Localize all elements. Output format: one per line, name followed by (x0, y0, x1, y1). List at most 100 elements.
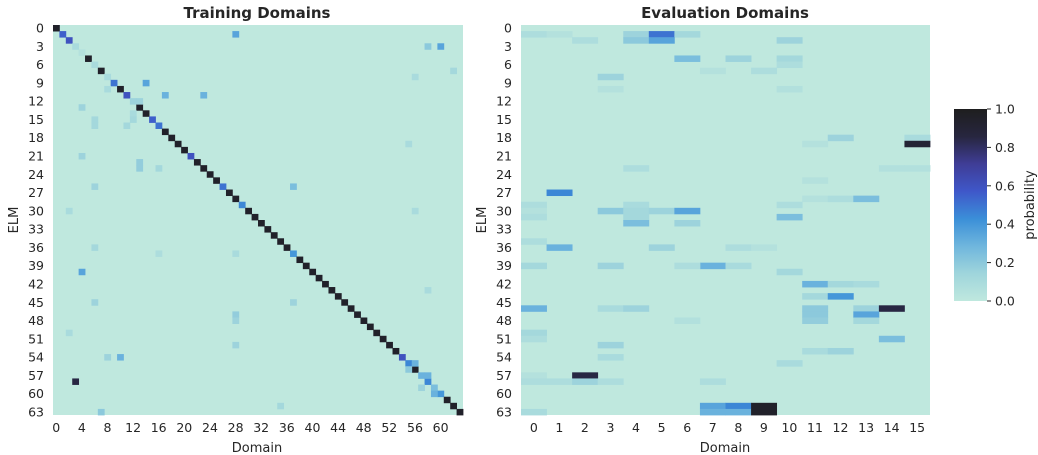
heatmap-cell (521, 335, 547, 343)
heatmap-cell (91, 61, 99, 69)
heatmap-cell (411, 366, 419, 373)
heatmap-cell (597, 85, 624, 93)
heatmap-cell (572, 372, 599, 379)
y-tick-label: 63 (496, 405, 512, 420)
heatmap-cell (411, 360, 419, 367)
heatmap-cell (181, 146, 188, 154)
x-tick-label: 15 (909, 420, 925, 435)
heatmap-cell (674, 207, 701, 215)
heatmap-cell (623, 207, 650, 215)
heatmap-cell (91, 116, 99, 123)
heatmap-cell (827, 293, 854, 300)
heatmap-cell (270, 232, 278, 239)
heatmap-cell (623, 31, 650, 38)
x-tick-label: 16 (151, 420, 167, 435)
colorbar-tick-label: 1.0 (995, 102, 1015, 117)
heatmap-cell (802, 305, 829, 312)
heatmap-cell (597, 207, 624, 215)
x-tick-label: 6 (683, 420, 691, 435)
y-tick-label: 18 (496, 130, 512, 145)
heatmap-cell (802, 177, 829, 184)
x-tick-label: 14 (884, 420, 900, 435)
heatmap-cell (136, 159, 144, 166)
x-tick-label: 8 (734, 420, 742, 435)
x-tick-label: 12 (833, 420, 849, 435)
heatmap-cell (725, 402, 752, 410)
heatmap-cell (187, 152, 195, 160)
heatmap-cell (878, 165, 905, 172)
heatmap-cell (200, 165, 208, 172)
heatmap-cell (78, 268, 86, 276)
heatmap-cell (334, 293, 342, 300)
heatmap-cell (405, 360, 413, 367)
heatmap-cell (78, 152, 86, 160)
heatmap-cell (405, 366, 413, 373)
heatmap-cell (277, 402, 285, 410)
heatmap-cell (91, 122, 99, 129)
heatmap-cell (232, 341, 240, 349)
heatmap-cell (366, 323, 374, 331)
heatmap-cell (648, 31, 675, 38)
heatmap-cell (78, 49, 86, 56)
x-tick-label: 44 (330, 420, 346, 435)
heatmap-cell (623, 305, 650, 312)
heatmap-cell (424, 378, 432, 385)
heatmap-cell (104, 85, 112, 93)
heatmap-cell (411, 207, 419, 215)
heatmap-cell (193, 159, 201, 166)
training-heatmap (53, 25, 464, 416)
heatmap-cell (674, 31, 701, 38)
heatmap-cell (104, 73, 112, 81)
heatmap-cell (597, 354, 624, 361)
heatmap-cell (418, 372, 425, 379)
heatmap-cell (878, 335, 905, 343)
heatmap-cell (521, 213, 547, 221)
heatmap-cell (802, 293, 829, 300)
heatmap-cell (751, 67, 778, 75)
heatmap-cell (405, 140, 413, 148)
x-tick-label: 28 (228, 420, 244, 435)
y-tick-label: 6 (504, 57, 512, 72)
heatmap-cell (290, 250, 297, 257)
x-tick-label: 48 (356, 420, 372, 435)
heatmap-cell (91, 299, 99, 306)
heatmap-cell (53, 25, 60, 32)
y-tick-label: 51 (496, 331, 512, 346)
heatmap-cell (341, 299, 349, 306)
heatmap-cell (853, 195, 880, 203)
y-tick-label: 15 (496, 112, 512, 127)
heatmap-cell (283, 244, 291, 251)
heatmap-cell (597, 341, 624, 349)
heatmap-cell (623, 220, 650, 227)
heatmap-cell (521, 305, 547, 312)
heatmap-background (521, 25, 930, 415)
heatmap-cell (878, 305, 905, 312)
heatmap-cell (853, 280, 880, 288)
heatmap-cell (674, 220, 701, 227)
heatmap-cell (72, 378, 80, 385)
heatmap-cell (322, 280, 329, 288)
heatmap-cell (424, 287, 432, 294)
heatmap-cell (251, 213, 259, 221)
heatmap-cell (776, 201, 803, 209)
heatmap-cell (97, 67, 105, 75)
heatmap-cell (424, 43, 432, 50)
y-tick-label: 63 (28, 405, 44, 420)
y-tick-label: 3 (36, 39, 44, 54)
y-tick-label: 0 (504, 21, 512, 36)
training-heatmap-title: Training Domains (184, 4, 331, 22)
heatmap-cell (827, 280, 854, 288)
heatmap-cell (72, 43, 80, 50)
heatmap-cell (674, 55, 701, 62)
y-tick-label: 45 (496, 295, 512, 310)
heatmap-cell (206, 171, 214, 178)
heatmap-cell (232, 31, 240, 38)
heatmap-cell (392, 347, 400, 355)
x-tick-label: 2 (581, 420, 589, 435)
y-tick-label: 24 (28, 167, 44, 182)
heatmap-cell (232, 195, 240, 203)
y-tick-label: 60 (496, 386, 512, 401)
x-tick-label: 13 (858, 420, 874, 435)
colorbar-ticks: 0.0 0.2 0.4 0.6 0.8 1.0 (987, 102, 1015, 309)
